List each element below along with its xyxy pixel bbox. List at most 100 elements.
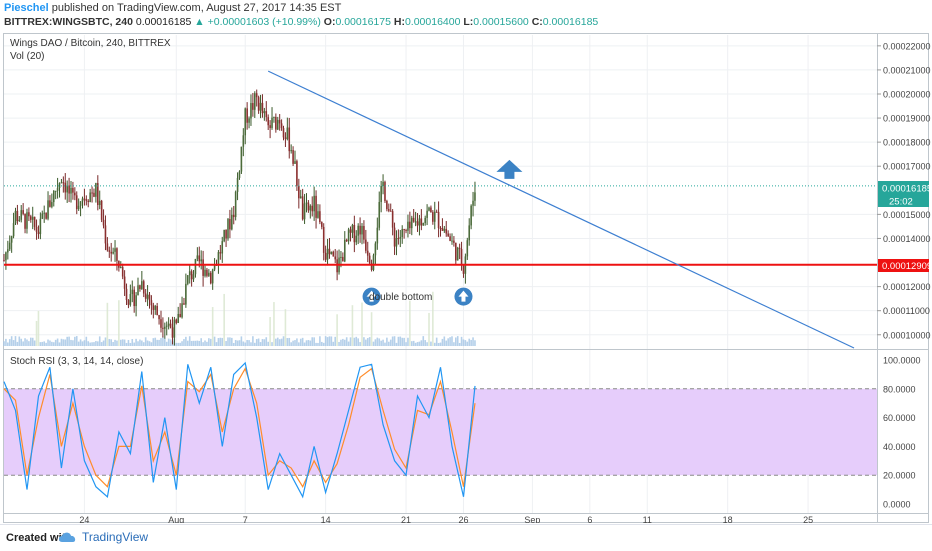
volume-bar [460,336,463,346]
candle-body [60,182,63,184]
candle-body [179,313,181,318]
volume-bar [458,342,461,346]
close-value: 0.00016185 [542,16,599,28]
axes: 0.00022000 0.00021000 0.00020000 0.00019000… [4,34,931,523]
volume-bar [108,339,111,346]
volume-bar [37,310,40,346]
up-arrow-circle-icon[interactable] [362,287,381,306]
candle-body [8,242,11,250]
candle-body [441,228,444,231]
volume-bar [232,342,235,346]
volume-bar [139,339,141,346]
volume-bar [275,338,277,346]
annotations[interactable] [362,159,523,306]
candle-body [313,195,315,212]
volume-bar [118,300,120,346]
candle-body [135,295,137,307]
volume-bar [343,339,346,346]
volume-bar [418,341,421,346]
candle-body [211,269,214,284]
candle-body [70,187,72,194]
volume-bar [288,337,291,346]
volume-bar [185,336,187,346]
time-tick-label: 18 [723,515,733,523]
volume-bar [395,342,398,346]
time-tick-label: 25 [803,515,813,523]
candle-body [49,200,51,207]
volume-bar [194,340,197,346]
up-arrow-circle-icon[interactable] [454,287,473,306]
volume-bar [39,342,42,346]
candle-body [181,303,183,318]
rsi-legend[interactable]: Stoch RSI (3, 3, 14, 14, close) [10,356,143,367]
volume-bar [435,337,438,346]
volume-bar [303,342,306,346]
volume-bar [85,336,88,346]
volume-bar [104,337,107,346]
candle-body [98,200,101,206]
candle-body [45,212,47,219]
volume-bar [248,340,250,346]
cloud-icon [59,532,76,542]
candle-body [322,226,325,253]
candle-body [183,303,185,305]
chart-canvas[interactable]: 0.00022000 0.00021000 0.00020000 0.00019000… [0,0,932,523]
volume-bar [229,337,231,346]
volume-bar [64,339,67,346]
candle-body [33,216,36,227]
candle-body [282,128,285,138]
tradingview-logo[interactable]: TradingView [58,530,148,544]
volume-bar [87,341,90,346]
volume-bar [437,342,440,346]
candle-body [261,102,264,114]
volume-bar [255,339,258,346]
quote-line: BITTREX:WINGSBTC, 240 0.00016185 ▲ +0.00… [4,16,598,28]
volume-legend[interactable]: Vol (20) [10,51,44,62]
candle-body [386,200,388,210]
volume-bar [389,339,392,346]
candle-body [150,300,153,306]
candle-body [102,219,105,226]
main-legend[interactable]: Wings DAO / Bitcoin, 240, BITTREX [10,38,171,49]
candle-body [121,267,124,277]
volume-bar [28,341,30,346]
drawing-lines[interactable] [4,70,877,349]
rsi-tick-label: 100.0000 [883,356,921,366]
price-tick-label: 0.00022000 [883,41,931,51]
volume-bar [221,337,224,346]
time-tick-label: 7 [243,515,248,523]
volume-bar [45,342,47,346]
price-tick-label: 0.00017000 [883,162,931,172]
candle-body [125,288,128,301]
candle-body [206,269,208,276]
symbol-label: BITTREX:WINGSBTC, 240 [4,16,133,28]
rsi-tick-label: 60.0000 [883,413,916,423]
candle-body [391,211,394,228]
volume-bar [280,338,283,346]
candle-body [410,217,413,229]
volume-bar [33,340,36,346]
volume-bar [414,342,417,346]
breakout-up-arrow-icon[interactable] [496,159,523,179]
candle-body [445,228,448,234]
volume-bar [110,339,113,346]
volume-bar [324,336,327,346]
candle-body [359,225,361,235]
author-link[interactable]: Pieschel [4,2,49,14]
last-price: 0.00016185 [135,16,192,28]
candle-body [31,216,34,220]
rsi-tick-label: 20.0000 [883,471,916,481]
candle-body [273,116,275,118]
volume-bar [186,340,189,346]
last-price-badge [878,181,929,195]
resistance-trendline[interactable] [267,70,855,349]
candle-body [16,210,19,222]
volume-bar [382,339,384,346]
volume-bar [3,341,5,346]
candle-body [56,187,59,191]
volume-bar [322,342,325,346]
volume-bar [72,340,74,346]
candle-body [208,272,210,276]
volume-bar [317,342,319,346]
candle-body [305,202,308,204]
